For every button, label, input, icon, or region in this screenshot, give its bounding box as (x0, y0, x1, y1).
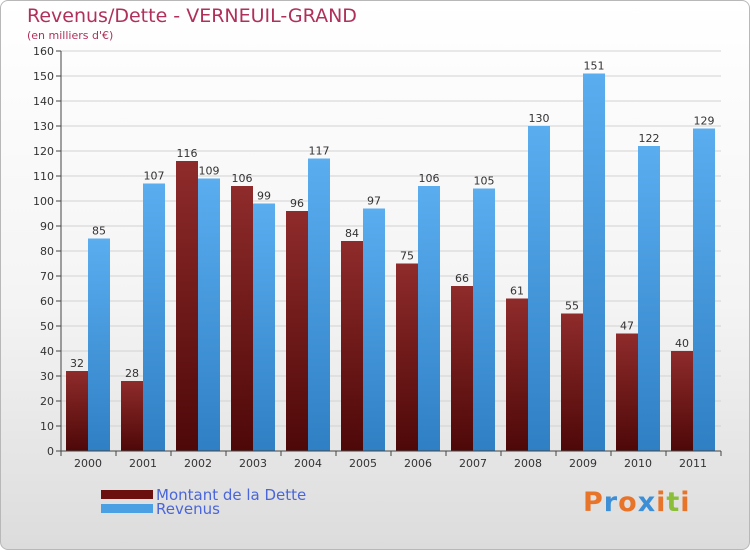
proxiti-logo: Proxiti (583, 487, 691, 518)
chart-subtitle: (en milliers d'€) (27, 29, 114, 42)
y-tick-label: 150 (33, 70, 54, 83)
legend-label-revenus: Revenus (156, 500, 220, 518)
bar-revenus (143, 183, 165, 451)
x-tick-label: 2002 (184, 457, 212, 470)
y-tick-label: 140 (33, 95, 54, 108)
logo-letter: i (680, 487, 691, 518)
legend-label-debt: Montant de la Dette (156, 486, 307, 504)
y-tick-label: 130 (33, 120, 54, 133)
bar-revenus (88, 238, 110, 451)
y-tick-label: 120 (33, 145, 54, 158)
bar-dette (121, 381, 143, 451)
y-tick-label: 110 (33, 170, 54, 183)
bar-dette (561, 313, 583, 451)
bar-revenus (528, 126, 550, 451)
bar-revenus (198, 178, 220, 451)
data-label: 105 (474, 175, 495, 188)
y-tick-label: 20 (40, 395, 54, 408)
bar-dette (231, 186, 253, 451)
data-label: 129 (694, 115, 715, 128)
x-tick-label: 2005 (349, 457, 377, 470)
bar-revenus (308, 158, 330, 451)
data-label: 130 (529, 112, 550, 125)
data-label: 32 (70, 357, 84, 370)
grid-lines (61, 50, 721, 427)
logo-letter: o (618, 487, 638, 518)
bars (66, 73, 715, 451)
x-tick-label: 2008 (514, 457, 542, 470)
data-label: 106 (419, 172, 440, 185)
bar-dette (286, 211, 308, 451)
bar-revenus (583, 73, 605, 451)
x-axis-ticks: 2000 2001 2002 2003 2004 2005 2006 2007 2008 2009… (74, 451, 722, 470)
data-label: 99 (257, 190, 271, 203)
bar-dette (66, 371, 88, 451)
y-tick-label: 40 (40, 345, 54, 358)
y-tick-label: 70 (40, 270, 54, 283)
bar-revenus (473, 188, 495, 451)
bar-dette (506, 298, 528, 451)
data-label: 122 (639, 132, 660, 145)
bar-revenus (363, 208, 385, 451)
data-label: 107 (144, 170, 165, 183)
x-tick-label: 2010 (624, 457, 652, 470)
legend-swatch-debt (101, 490, 153, 499)
bar-dette (341, 241, 363, 451)
bar-revenus (253, 203, 275, 451)
y-tick-label: 100 (33, 195, 54, 208)
data-label: 66 (455, 272, 469, 285)
data-label: 97 (367, 195, 381, 208)
x-tick-label: 2003 (239, 457, 267, 470)
bar-dette (616, 333, 638, 451)
data-label: 75 (400, 250, 414, 263)
y-axis-ticks: 0 10 20 30 40 50 60 70 80 90 100 110 120 130 140 150 160 (33, 45, 61, 458)
logo-letter: x (637, 487, 657, 518)
bar-dette (451, 286, 473, 451)
legend-swatch-revenus (101, 504, 153, 513)
x-tick-label: 2000 (74, 457, 102, 470)
data-label: 106 (232, 172, 253, 185)
logo-letter: r (603, 487, 619, 518)
y-tick-label: 90 (40, 220, 54, 233)
data-label: 96 (290, 197, 304, 210)
bar-dette (176, 161, 198, 451)
x-tick-label: 2007 (459, 457, 487, 470)
data-label: 40 (675, 337, 689, 350)
data-label: 84 (345, 227, 359, 240)
chart-title: Revenus/Dette - VERNEUIL-GRAND (27, 5, 357, 27)
y-tick-label: 10 (40, 420, 54, 433)
bar-dette (671, 351, 693, 451)
data-label: 151 (584, 60, 605, 73)
data-label: 117 (309, 145, 330, 158)
logo-letter: P (583, 487, 604, 518)
logo-letter: t (666, 487, 681, 518)
data-label: 116 (177, 147, 198, 160)
x-tick-label: 2006 (404, 457, 432, 470)
data-label: 61 (510, 285, 524, 298)
data-label: 55 (565, 300, 579, 313)
bar-revenus (693, 128, 715, 451)
y-tick-label: 0 (47, 445, 54, 458)
bar-revenus (418, 186, 440, 451)
data-label: 109 (199, 165, 220, 178)
y-tick-label: 30 (40, 370, 54, 383)
x-tick-label: 2001 (129, 457, 157, 470)
logo-letter: i (656, 487, 667, 518)
data-label: 85 (92, 225, 106, 238)
x-tick-label: 2011 (679, 457, 707, 470)
y-tick-label: 50 (40, 320, 54, 333)
x-tick-label: 2009 (569, 457, 597, 470)
bar-dette (396, 263, 418, 451)
data-label: 47 (620, 320, 634, 333)
y-tick-label: 60 (40, 295, 54, 308)
bar-revenus (638, 146, 660, 451)
x-tick-label: 2004 (294, 457, 322, 470)
data-label: 28 (125, 367, 139, 380)
y-tick-label: 160 (33, 45, 54, 58)
y-tick-label: 80 (40, 245, 54, 258)
